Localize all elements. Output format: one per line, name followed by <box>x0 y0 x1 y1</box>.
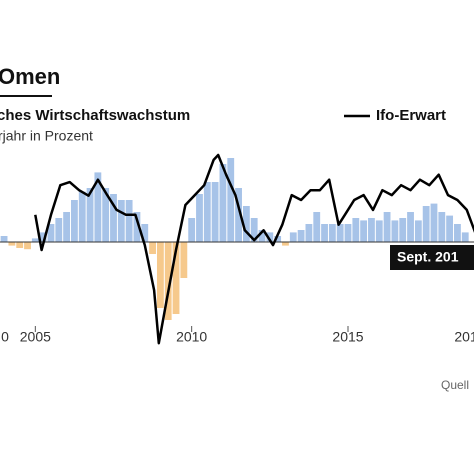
bar <box>399 218 407 242</box>
bar <box>368 218 375 242</box>
bar <box>71 200 78 242</box>
bar <box>133 212 141 242</box>
bar <box>211 182 219 242</box>
bar <box>430 203 438 242</box>
bar <box>227 158 235 242</box>
bar <box>344 224 352 242</box>
bar <box>180 242 188 278</box>
bar <box>461 232 469 242</box>
x-tick-label: 2015 <box>332 329 363 345</box>
bar <box>266 232 274 242</box>
bar <box>235 188 242 242</box>
bar <box>360 220 368 242</box>
bar <box>407 212 414 242</box>
bar <box>141 224 149 242</box>
bar <box>352 218 360 242</box>
bar <box>203 182 211 242</box>
bar <box>156 242 164 308</box>
bar <box>24 242 31 250</box>
bar <box>47 224 55 242</box>
x-tick-label: 2005 <box>20 329 51 345</box>
bar <box>149 242 156 254</box>
bar <box>117 200 125 242</box>
bar <box>63 212 71 242</box>
bar <box>375 220 383 242</box>
bar <box>422 206 430 242</box>
bar <box>196 194 203 242</box>
bar <box>110 194 117 242</box>
annotation: Sept. 201 <box>397 249 459 265</box>
bar <box>102 188 110 242</box>
plot-area: 0 2005 2010 2015 201 <box>0 153 474 345</box>
chart-subtitle: rjahr in Prozent <box>0 128 93 144</box>
line <box>34 153 474 345</box>
bar <box>188 218 196 242</box>
bar <box>274 236 282 242</box>
bar <box>78 191 86 242</box>
bar <box>446 215 454 242</box>
bar <box>282 242 289 246</box>
legend-line-label: Ifo-Erwart <box>376 107 446 124</box>
bar <box>305 224 313 242</box>
bar <box>8 242 16 246</box>
bar <box>438 212 446 242</box>
bar <box>328 224 336 242</box>
bar <box>250 218 258 242</box>
x-tick-label: 201 <box>454 329 474 345</box>
bar <box>297 230 305 242</box>
legend-bar-label: ches Wirtschaftswachstum <box>0 107 190 124</box>
bar <box>39 232 47 242</box>
bar <box>321 224 328 242</box>
bar <box>31 238 39 242</box>
bar <box>313 212 321 242</box>
bar <box>86 188 94 242</box>
bar <box>172 242 180 314</box>
bar <box>0 236 8 242</box>
bar <box>55 218 63 242</box>
bar <box>391 220 399 242</box>
x-tick-label: 2010 <box>176 329 207 345</box>
bar <box>336 224 344 242</box>
bar <box>289 232 297 242</box>
x-tick-label: 0 <box>1 329 9 345</box>
bar <box>164 242 172 320</box>
chart-title: Omen <box>0 64 60 89</box>
bar <box>258 230 266 242</box>
bar <box>125 200 133 242</box>
bar <box>16 242 24 248</box>
bar <box>219 164 227 242</box>
bar <box>383 212 391 242</box>
source: Quell <box>441 378 469 392</box>
bar <box>242 206 250 242</box>
bar <box>414 220 422 242</box>
bar <box>94 172 102 242</box>
annotation-box <box>390 245 474 270</box>
bar <box>454 224 461 242</box>
